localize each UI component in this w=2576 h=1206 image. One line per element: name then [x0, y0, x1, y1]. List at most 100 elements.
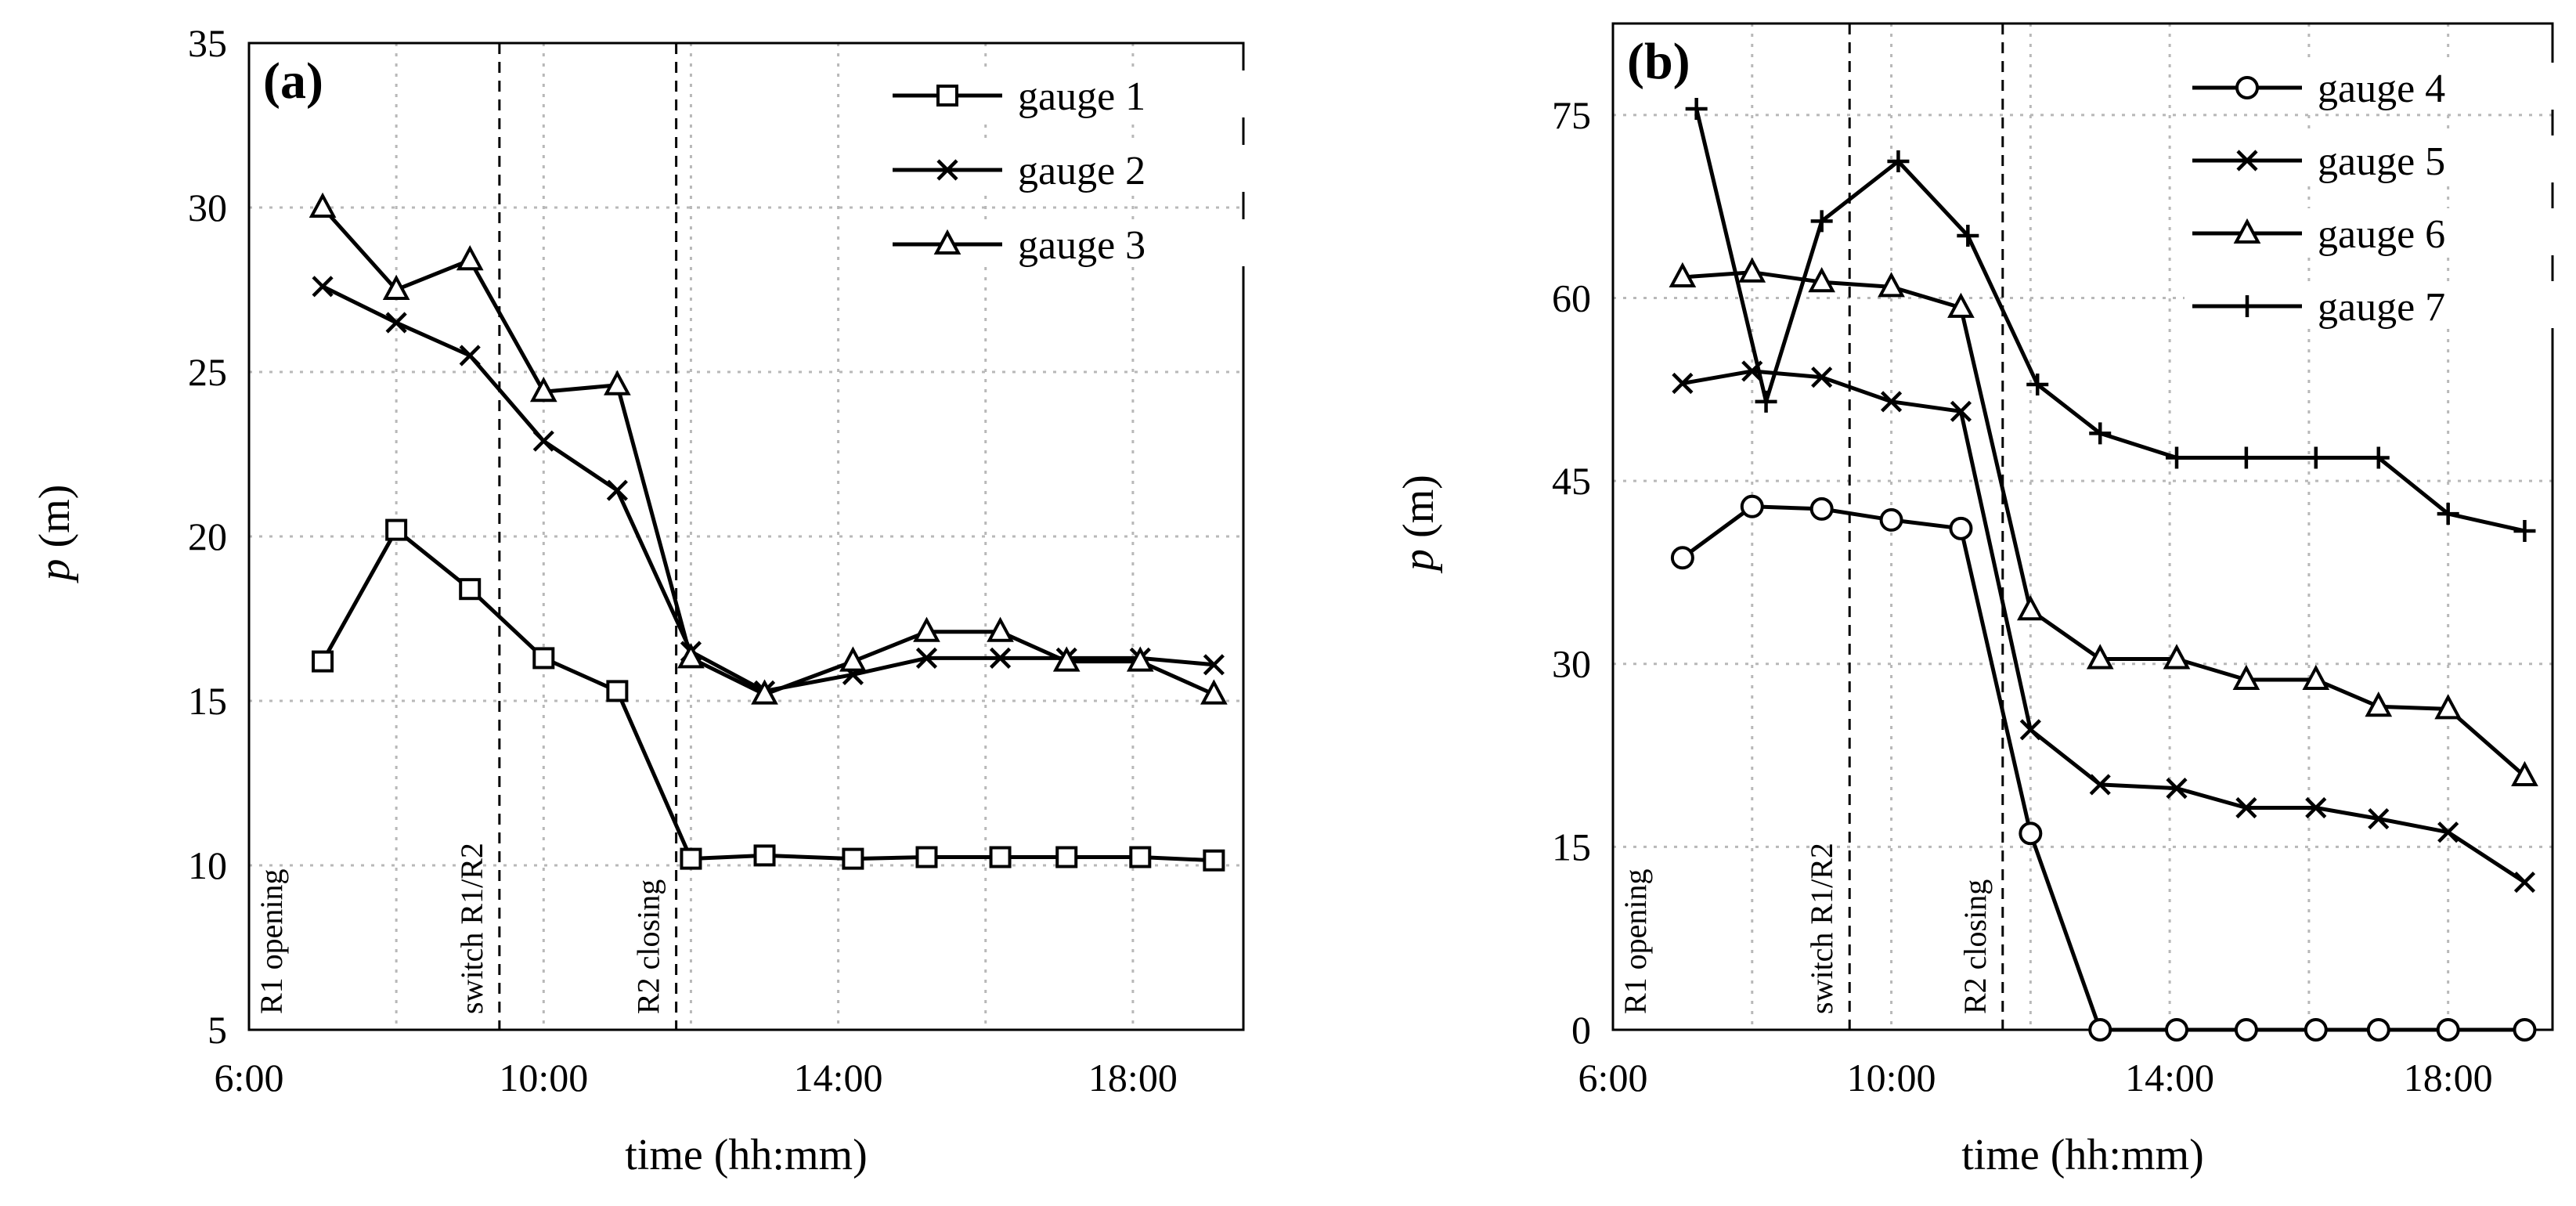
series-gauge-7 — [1685, 98, 2536, 542]
x-tick-label: 14:00 — [794, 1056, 883, 1099]
series-gauge-5 — [1672, 360, 2536, 894]
data-point — [2513, 1018, 2537, 1042]
legend-marker — [933, 229, 961, 255]
y-tick-label: 15 — [1552, 825, 1591, 868]
data-point — [308, 192, 337, 218]
y-axis-symbol: p — [31, 558, 79, 583]
data-point — [1126, 646, 1154, 672]
y-tick-label: 60 — [1552, 276, 1591, 320]
data-point — [2089, 774, 2111, 796]
data-point — [1950, 400, 1972, 422]
data-point — [1052, 646, 1081, 672]
panel-b-frame — [1611, 22, 2554, 1031]
panel-label: (b) — [1627, 33, 1690, 90]
panel-label: (a) — [263, 52, 323, 110]
legend-label: gauge 5 — [2318, 139, 2445, 184]
data-point — [2513, 871, 2536, 894]
data-point — [1810, 210, 1833, 233]
legend: gauge 1 gauge 2 gauge 3 — [885, 70, 1268, 268]
data-point — [1672, 372, 1694, 395]
legend-marker — [936, 159, 958, 181]
data-point — [2026, 374, 2049, 396]
event-label: switch R1/R2 — [1804, 843, 1839, 1014]
event-label: switch R1/R2 — [454, 843, 489, 1014]
data-point — [1808, 266, 1836, 293]
data-point — [1755, 390, 1777, 413]
data-point — [915, 647, 938, 669]
y-axis-unit: (m) — [31, 485, 79, 559]
legend-label: gauge 1 — [1018, 74, 1145, 119]
data-point — [312, 650, 334, 673]
y-tick-label: 5 — [207, 1008, 227, 1052]
data-point — [456, 244, 484, 271]
y-tick-label: 35 — [188, 21, 227, 65]
y-tick-label: 75 — [1552, 93, 1591, 137]
data-point — [1809, 496, 1834, 521]
legend-label: gauge 3 — [1018, 223, 1145, 268]
data-point — [2234, 1018, 2258, 1042]
data-point — [606, 479, 628, 501]
y-tick-label: 20 — [188, 515, 227, 558]
legend-marker — [2236, 295, 2258, 317]
x-axis-title: time (hh:mm) — [625, 1131, 868, 1179]
y-axis-unit: (m) — [1394, 475, 1443, 549]
x-tick-label: 6:00 — [215, 1056, 284, 1099]
data-point — [312, 276, 334, 298]
legend-marker — [2236, 150, 2258, 172]
data-point — [2019, 719, 2041, 741]
data-point — [1878, 272, 1905, 298]
data-point — [2434, 694, 2462, 720]
data-point — [385, 518, 408, 541]
data-point — [1947, 292, 1975, 318]
data-point — [2089, 422, 2112, 445]
y-axis-symbol: p — [1394, 549, 1443, 574]
data-point — [1949, 516, 1973, 540]
event-label: R1 opening — [1618, 868, 1653, 1014]
legend: gauge 4 gauge 5 gauge 6 gauge 7 — [2185, 63, 2568, 330]
data-point — [606, 680, 629, 702]
data-point — [532, 430, 554, 452]
legend-label: gauge 4 — [2318, 67, 2445, 111]
data-point — [2367, 446, 2390, 469]
legend-marker — [2233, 218, 2261, 244]
data-point — [2368, 807, 2390, 830]
data-point — [2235, 796, 2257, 819]
data-point — [2086, 644, 2114, 670]
x-tick-label: 18:00 — [2404, 1056, 2493, 1099]
data-point — [842, 847, 864, 870]
data-point — [1055, 846, 1078, 868]
data-point — [1670, 546, 1694, 570]
data-point — [1200, 679, 1228, 705]
data-point — [2365, 691, 2393, 717]
data-point — [2019, 821, 2043, 846]
data-point — [913, 616, 940, 642]
data-point — [1880, 391, 1903, 413]
series-gauge-4 — [1670, 494, 2537, 1042]
x-axis-title: time (hh:mm) — [1961, 1131, 2204, 1179]
data-point — [2511, 760, 2538, 787]
data-point — [2304, 1018, 2328, 1042]
data-point — [385, 312, 407, 334]
x-tick-label: 10:00 — [1847, 1056, 1936, 1099]
y-tick-label: 25 — [188, 350, 227, 394]
data-point — [1738, 257, 1766, 283]
panel-a-frame — [247, 42, 1245, 1031]
data-point — [2016, 594, 2044, 621]
data-point — [459, 578, 482, 601]
data-point — [839, 646, 867, 672]
event-label: R2 closing — [1957, 879, 1993, 1014]
data-point — [532, 647, 555, 670]
data-point — [989, 846, 1012, 868]
data-point — [459, 345, 481, 366]
series-gauge-1 — [312, 518, 1225, 872]
y-axis-title: p (m) — [1394, 475, 1443, 574]
y-tick-label: 45 — [1552, 459, 1591, 503]
data-point — [2437, 821, 2459, 843]
x-tick-label: 10:00 — [499, 1056, 588, 1099]
event-label: R1 opening — [254, 868, 289, 1014]
y-tick-label: 15 — [188, 679, 227, 723]
data-point — [2165, 1018, 2188, 1042]
y-tick-label: 30 — [1552, 642, 1591, 686]
data-point — [2302, 664, 2330, 690]
